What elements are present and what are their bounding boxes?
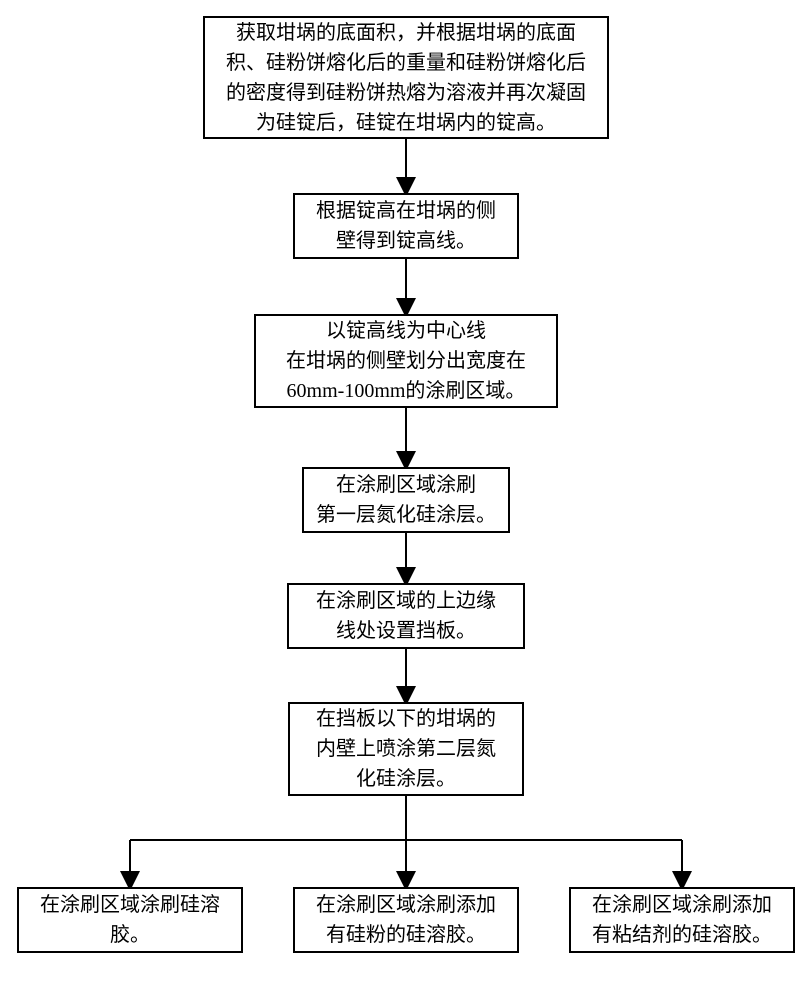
flowchart-node-n2: 根据锭高在坩埚的侧 壁得到锭高线。 [293,193,519,259]
flowchart-node-label: 在涂刷区域涂刷硅溶 胶。 [40,890,220,950]
flowchart-node-n6: 在挡板以下的坩埚的 内壁上喷涂第二层氮 化硅涂层。 [288,702,524,796]
flowchart-node-n7: 在涂刷区域涂刷硅溶 胶。 [17,887,243,953]
flowchart-node-n5: 在涂刷区域的上边缘 线处设置挡板。 [287,583,525,649]
flowchart-node-n8: 在涂刷区域涂刷添加 有硅粉的硅溶胶。 [293,887,519,953]
flowchart-node-label: 在涂刷区域的上边缘 线处设置挡板。 [316,586,496,646]
flowchart-node-label: 以锭高线为中心线 在坩埚的侧壁划分出宽度在 60mm-100mm的涂刷区域。 [286,316,526,406]
flowchart-node-label: 在涂刷区域涂刷 第一层氮化硅涂层。 [316,470,496,530]
flowchart-node-label: 在涂刷区域涂刷添加 有粘结剂的硅溶胶。 [592,890,772,950]
flowchart-node-n3: 以锭高线为中心线 在坩埚的侧壁划分出宽度在 60mm-100mm的涂刷区域。 [254,314,558,408]
flowchart-node-n9: 在涂刷区域涂刷添加 有粘结剂的硅溶胶。 [569,887,795,953]
flowchart-node-label: 获取坩埚的底面积，并根据坩埚的底面积、硅粉饼熔化后的重量和硅粉饼熔化后的密度得到… [217,18,595,138]
flowchart-node-label: 在挡板以下的坩埚的 内壁上喷涂第二层氮 化硅涂层。 [316,704,496,794]
flowchart-node-n1: 获取坩埚的底面积，并根据坩埚的底面积、硅粉饼熔化后的重量和硅粉饼熔化后的密度得到… [203,16,609,139]
flowchart-node-n4: 在涂刷区域涂刷 第一层氮化硅涂层。 [302,467,510,533]
flowchart-node-label: 在涂刷区域涂刷添加 有硅粉的硅溶胶。 [316,890,496,950]
flowchart-node-label: 根据锭高在坩埚的侧 壁得到锭高线。 [316,196,496,256]
